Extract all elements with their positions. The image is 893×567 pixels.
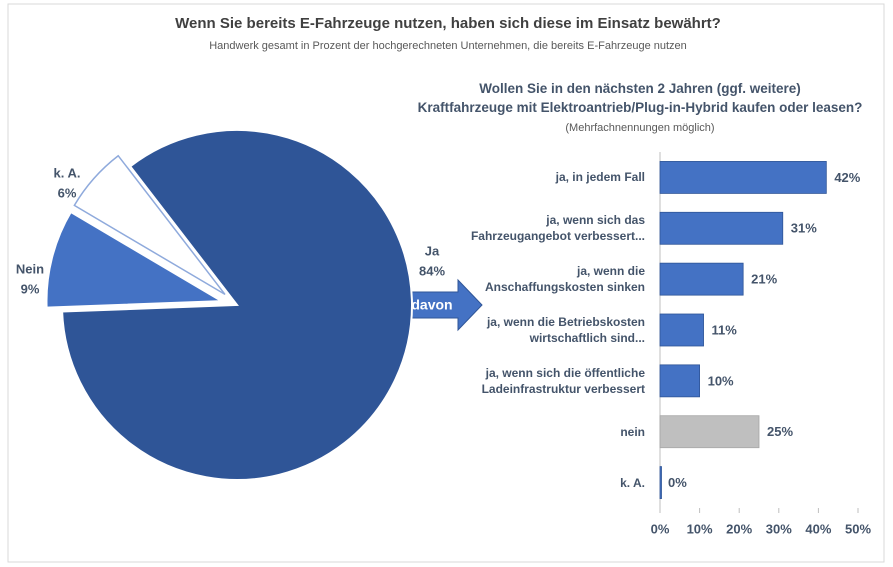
category-label: ja, wenn die Anschaffungskosten sinken	[484, 264, 645, 295]
pie-value-label: 84%	[419, 263, 445, 278]
bar	[659, 313, 704, 347]
bar	[659, 161, 827, 194]
pie-slice	[61, 129, 413, 481]
pie-value-label: 6%	[58, 185, 77, 200]
category-label: ja, wenn sich das Fahrzeugangebot verbes…	[470, 213, 645, 244]
pie-slice	[73, 154, 226, 296]
bar	[659, 211, 784, 245]
bar	[659, 466, 662, 499]
value-label: 11%	[712, 322, 738, 337]
pie-value-label: 9%	[21, 281, 40, 296]
category-label: ja, wenn die Betriebskosten wirtschaftli…	[486, 315, 645, 345]
pie-slice	[45, 210, 225, 309]
subtitle: Handwerk gesamt in Prozent der hochgerec…	[209, 40, 687, 52]
pie-label: Nein	[16, 261, 44, 276]
bar-subtitle: (Mehrfachnennungen möglich)	[565, 122, 714, 134]
value-label: 21%	[751, 272, 777, 287]
category-label: nein	[620, 424, 645, 439]
category-label: k. A.	[620, 475, 645, 490]
category-label: ja, wenn sich die öffentliche Ladeinfras…	[481, 365, 645, 396]
pie-label: k. A.	[54, 165, 81, 180]
pie-label: Ja	[425, 243, 440, 258]
x-tick-label: 0%	[651, 521, 670, 536]
bar	[659, 415, 760, 449]
bar	[659, 262, 744, 296]
value-label: 31%	[791, 221, 817, 236]
x-tick-label: 30%	[766, 521, 792, 536]
arrow-label: davon	[411, 297, 452, 313]
x-tick-label: 20%	[726, 521, 752, 536]
x-tick-label: 40%	[805, 521, 831, 536]
x-tick-label: 10%	[687, 521, 713, 536]
frame	[7, 3, 885, 563]
value-label: 25%	[767, 424, 793, 439]
category-label: ja, in jedem Fall	[555, 170, 645, 185]
value-label: 0%	[668, 475, 687, 490]
value-label: 10%	[708, 373, 734, 388]
title: Wenn Sie bereits E-Fahrzeuge nutzen, hab…	[175, 15, 721, 32]
value-label: 42%	[834, 170, 860, 185]
bar	[659, 364, 700, 398]
bar-title: Wollen Sie in den nächsten 2 Jahren (ggf…	[417, 81, 863, 115]
x-tick-label: 50%	[845, 521, 871, 536]
